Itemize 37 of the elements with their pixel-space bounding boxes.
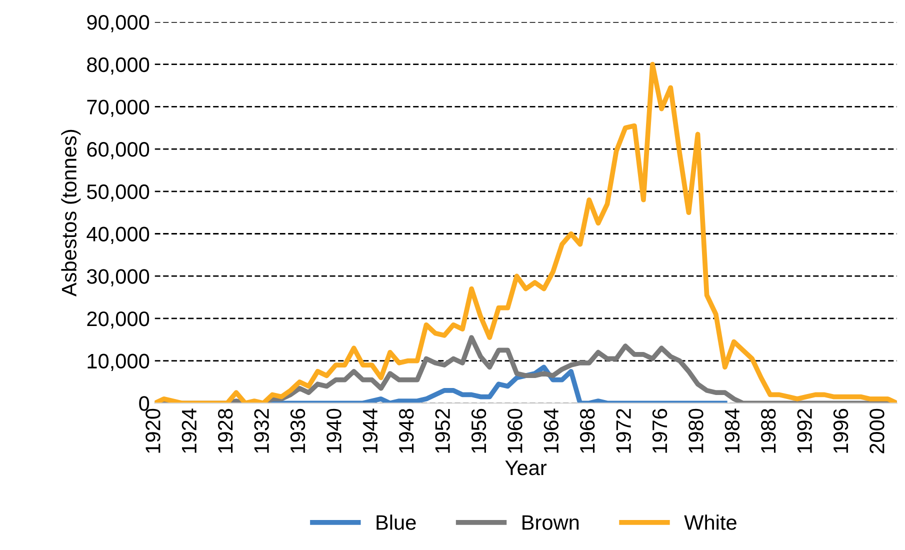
y-tick-label: 60,000 — [87, 142, 150, 160]
x-tick-label: 1948 — [398, 408, 414, 453]
y-tick-label: 50,000 — [87, 184, 150, 202]
x-tick-label: 1968 — [580, 408, 595, 453]
x-tick-label: 1960 — [508, 408, 522, 453]
x-tick-label: 1928 — [218, 408, 233, 453]
x-tick-label: 1944 — [362, 408, 378, 453]
x-tick-label: 1964 — [544, 408, 559, 453]
y-axis-title: Asbestos (tonnes) — [61, 130, 81, 296]
x-tick-label: 1940 — [326, 408, 342, 453]
y-tick-label: 90,000 — [87, 15, 150, 32]
x-tick-label: 1992 — [797, 409, 812, 453]
x-tick-label: 1920 — [146, 408, 160, 453]
y-tick-label: 70,000 — [87, 100, 150, 117]
x-tick-label: 1956 — [471, 408, 486, 453]
y-tick-label: 80,000 — [87, 57, 150, 75]
legend-label: Brown — [522, 515, 579, 530]
x-tick-label: 1976 — [652, 408, 668, 453]
legend-label: Blue — [376, 514, 416, 530]
x-tick-label: 1980 — [688, 408, 704, 453]
x-tick-label: 1972 — [616, 409, 631, 453]
y-tick-label: 40,000 — [86, 226, 150, 244]
y-tick-label: 0 — [139, 396, 150, 411]
line-series — [154, 62, 897, 404]
x-tick-label: 1988 — [760, 408, 776, 453]
x-axis-title: Year — [505, 460, 547, 476]
x-tick-label: 1984 — [724, 408, 740, 453]
x-tick-label: 2000 — [870, 408, 884, 454]
y-tick-label: 30,000 — [86, 269, 150, 286]
legend-label: White — [684, 514, 736, 530]
x-tick-label: 1932 — [254, 409, 269, 453]
x-tick-label: 1996 — [833, 408, 848, 453]
x-tick-label: 1936 — [290, 408, 306, 453]
y-tick-label: 20,000 — [87, 311, 150, 329]
y-tick-label: 10,000 — [88, 354, 150, 372]
x-tick-label: 1924 — [182, 408, 197, 453]
x-tick-label: 1952 — [435, 409, 450, 453]
